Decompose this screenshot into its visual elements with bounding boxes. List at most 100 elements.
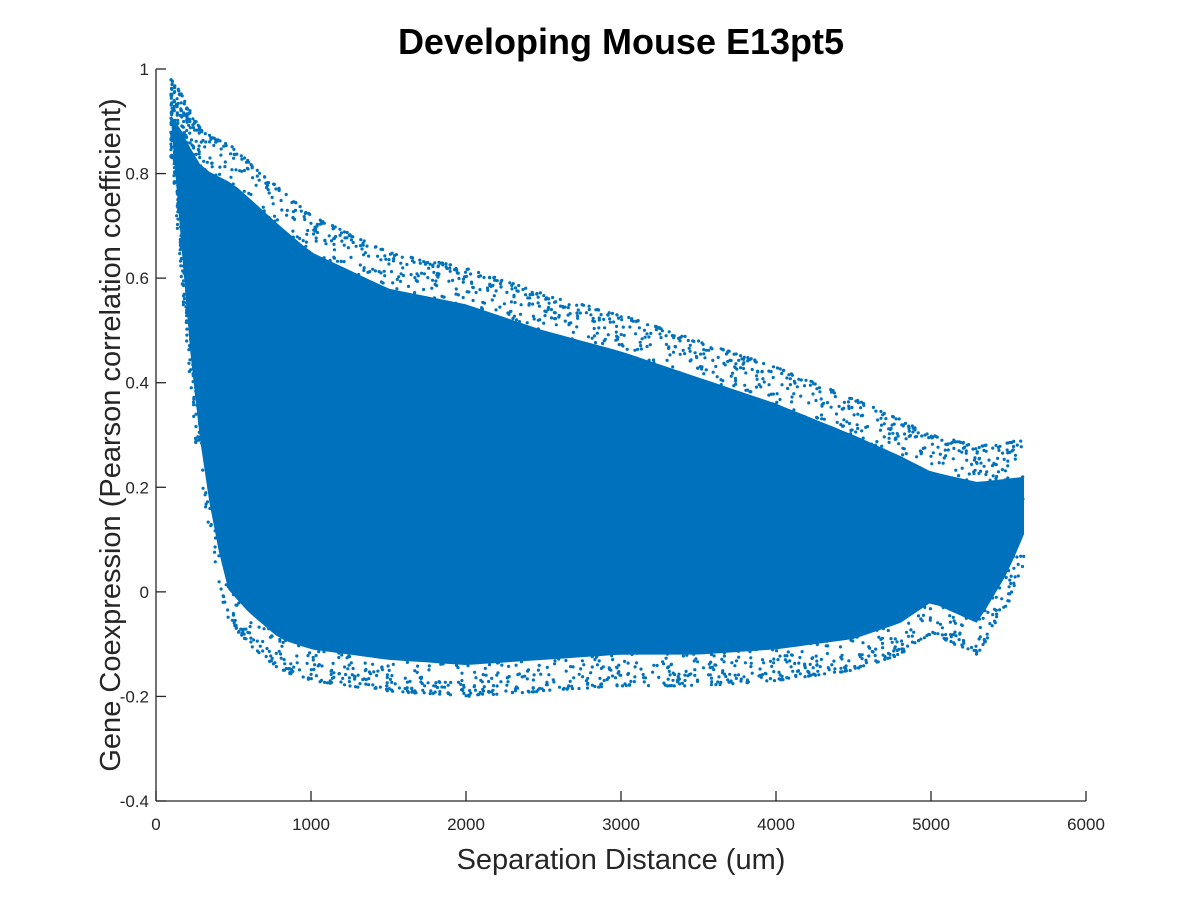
data-point xyxy=(270,634,274,638)
data-point xyxy=(998,608,1002,612)
data-point xyxy=(621,325,625,329)
data-point xyxy=(597,316,601,320)
data-point xyxy=(579,667,583,671)
data-point xyxy=(445,306,450,310)
data-point xyxy=(267,181,271,185)
data-point xyxy=(399,261,403,265)
data-point xyxy=(179,155,183,159)
data-point xyxy=(252,221,256,225)
data-point xyxy=(239,600,243,604)
data-point xyxy=(732,384,736,388)
data-point xyxy=(332,248,337,252)
data-point xyxy=(899,639,904,643)
data-point xyxy=(303,217,307,222)
data-point xyxy=(713,626,717,630)
data-point xyxy=(870,444,874,448)
data-point xyxy=(182,111,186,115)
data-point xyxy=(746,680,750,684)
data-point xyxy=(182,171,186,175)
data-point xyxy=(463,270,468,274)
data-point xyxy=(633,675,637,679)
data-point xyxy=(681,654,686,658)
data-point xyxy=(907,429,911,433)
data-point xyxy=(780,371,784,376)
data-point xyxy=(845,449,849,453)
data-point xyxy=(610,311,615,315)
data-point xyxy=(933,578,937,582)
data-point xyxy=(753,618,758,623)
data-point xyxy=(689,391,693,395)
data-point xyxy=(803,675,807,679)
data-point xyxy=(954,634,958,638)
data-point xyxy=(291,246,296,250)
data-point xyxy=(230,168,234,172)
data-point xyxy=(385,689,389,693)
data-point xyxy=(279,656,283,660)
data-point xyxy=(378,297,382,301)
data-point xyxy=(187,185,192,189)
data-point xyxy=(775,624,779,628)
data-point xyxy=(515,341,519,345)
data-point xyxy=(834,625,838,630)
data-point xyxy=(185,115,189,119)
data-point xyxy=(990,624,994,628)
x-tick-label: 3000 xyxy=(602,815,640,834)
data-point xyxy=(765,425,770,429)
data-point xyxy=(303,262,307,266)
data-point xyxy=(342,260,346,264)
data-point xyxy=(669,684,674,688)
data-point xyxy=(539,672,543,676)
data-point xyxy=(906,644,910,648)
data-point xyxy=(763,401,767,405)
data-point xyxy=(276,238,280,242)
data-point xyxy=(435,685,440,690)
data-point xyxy=(267,221,271,225)
data-point xyxy=(292,631,296,635)
data-point xyxy=(642,328,647,332)
data-point xyxy=(888,427,893,432)
data-point xyxy=(873,653,877,658)
data-point xyxy=(553,659,557,663)
data-point xyxy=(905,460,910,464)
data-point xyxy=(188,131,192,135)
data-point xyxy=(531,332,535,336)
data-point xyxy=(179,101,183,105)
data-point xyxy=(928,607,933,611)
data-point xyxy=(188,253,192,257)
data-point xyxy=(1012,566,1016,570)
data-point xyxy=(1002,605,1006,609)
data-point xyxy=(438,690,442,694)
data-point xyxy=(346,246,350,250)
data-point xyxy=(721,347,725,352)
data-point xyxy=(365,244,369,248)
data-point xyxy=(710,680,714,684)
data-point xyxy=(1019,439,1023,443)
data-point xyxy=(323,646,327,650)
data-point xyxy=(233,618,237,623)
data-point xyxy=(185,302,189,306)
data-point xyxy=(569,342,573,346)
data-point xyxy=(807,635,811,639)
data-point xyxy=(371,683,375,687)
data-point xyxy=(284,243,288,247)
data-point xyxy=(815,387,819,391)
data-point xyxy=(185,214,189,218)
data-point xyxy=(1015,555,1019,559)
data-point xyxy=(176,152,180,156)
data-point xyxy=(943,595,947,599)
data-point xyxy=(651,358,656,362)
data-point xyxy=(178,204,182,208)
data-point xyxy=(373,245,377,249)
data-point xyxy=(179,225,183,229)
data-point xyxy=(270,195,274,199)
data-point xyxy=(291,210,295,214)
data-point xyxy=(595,344,599,348)
data-point xyxy=(711,370,715,374)
data-point xyxy=(196,123,200,127)
data-point xyxy=(250,645,254,649)
data-point xyxy=(349,626,353,630)
data-point xyxy=(995,570,999,574)
data-point xyxy=(169,116,173,120)
data-point xyxy=(867,645,871,649)
data-point xyxy=(290,200,294,205)
